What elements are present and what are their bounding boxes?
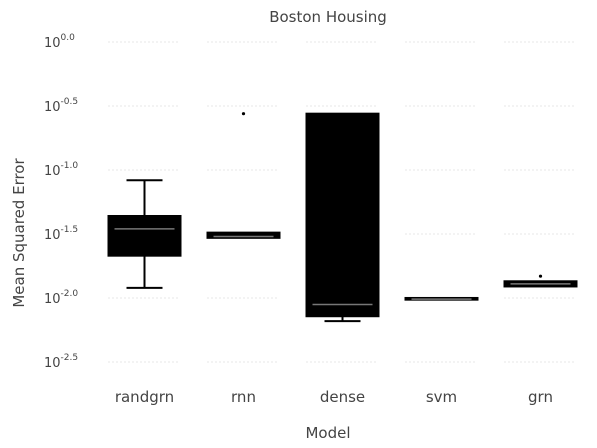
y-tick-label: 100.0 (44, 33, 75, 51)
box-randgrn (107, 179, 182, 289)
box-iqr (107, 214, 182, 257)
outlier-point (538, 274, 543, 278)
y-tick-exponent: 0.0 (61, 33, 76, 43)
box-rnn (206, 112, 281, 239)
y-tick-label: 10-2.0 (44, 289, 78, 307)
x-tick-label: dense (320, 388, 365, 406)
y-tick-base: 10 (44, 228, 61, 243)
y-axis-ticks: 100.010-0.510-1.010-1.510-2.010-2.5 (44, 33, 78, 371)
y-tick-base: 10 (44, 100, 61, 115)
boxes (107, 112, 578, 323)
y-tick-base: 10 (44, 292, 61, 307)
box-iqr (305, 112, 380, 318)
y-tick-exponent: -1.5 (61, 225, 79, 235)
x-tick-label: rnn (231, 388, 256, 406)
x-axis-ticks: randgrn rnn dense svm grn (115, 388, 553, 406)
y-tick-base: 10 (44, 356, 61, 371)
box-dense (305, 112, 380, 323)
y-axis-title: Mean Squared Error (10, 158, 28, 308)
y-tick-exponent: -2.5 (61, 353, 79, 363)
y-tick-label: 10-1.5 (44, 225, 78, 243)
y-tick-label: 10-0.5 (44, 97, 78, 115)
y-tick-base: 10 (44, 36, 61, 51)
box-grn (503, 274, 578, 288)
y-tick-base: 10 (44, 164, 61, 179)
y-tick-exponent: -1.0 (61, 161, 79, 171)
y-tick-label: 10-2.5 (44, 353, 78, 371)
x-tick-label: grn (528, 388, 553, 406)
x-tick-label: svm (426, 388, 457, 406)
y-tick-label: 10-1.0 (44, 161, 78, 179)
x-axis-title: Model (305, 424, 350, 442)
box-svm (404, 296, 479, 301)
chart-title: Boston Housing (269, 8, 387, 26)
y-tick-exponent: -0.5 (61, 97, 79, 107)
outlier-point (241, 112, 246, 116)
x-tick-label: randgrn (115, 388, 174, 406)
y-tick-exponent: -2.0 (61, 289, 79, 299)
box-iqr (206, 231, 281, 239)
